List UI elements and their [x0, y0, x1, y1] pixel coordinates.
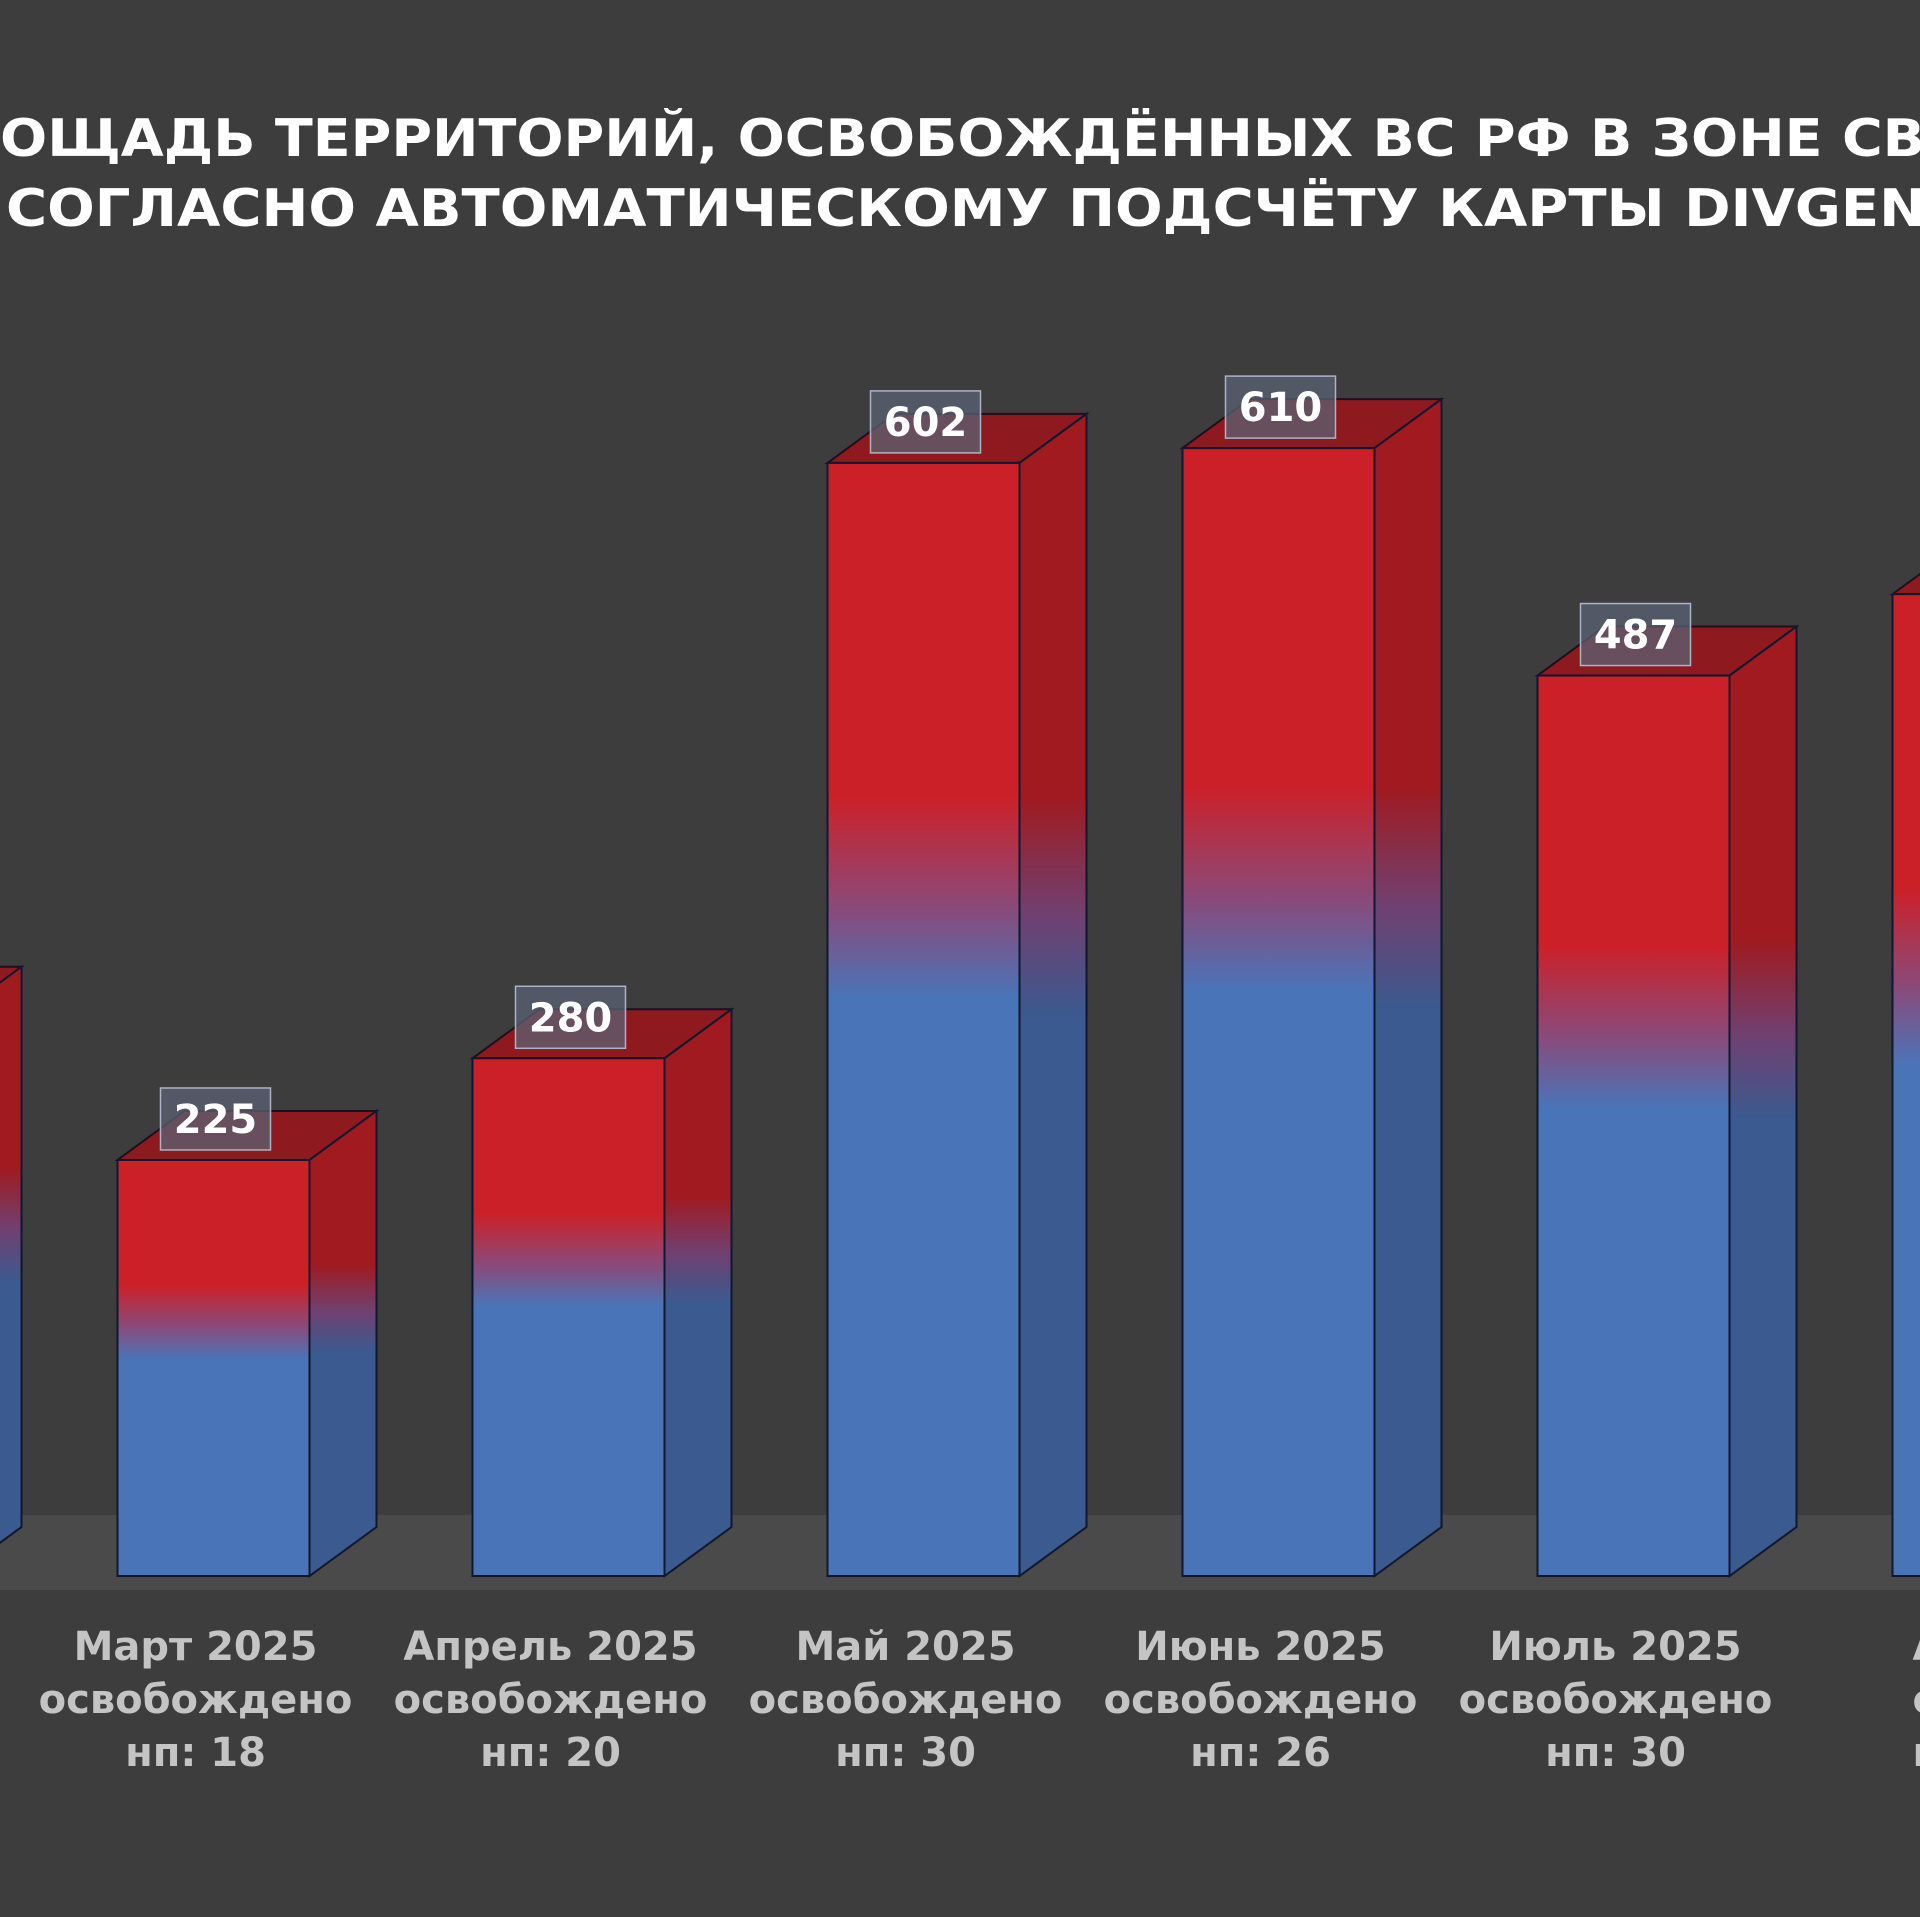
value-label-box: [1224, 375, 1337, 439]
value-label-box: [869, 390, 982, 454]
category-label: Июнь 2025: [1135, 1624, 1386, 1670]
category-label: освобождено: [1104, 1677, 1418, 1723]
value-label: 602: [884, 400, 968, 446]
bar-group: 487 Июль 2025 освобождено нп: 30: [1459, 602, 1800, 1776]
category-label: освобождено: [749, 1677, 1063, 1723]
category-label: осво: [1913, 1677, 1920, 1723]
category-label: освобождено: [39, 1677, 353, 1723]
category-label: нп: 18: [125, 1730, 266, 1776]
bar-group: Авгу осво н: [1889, 572, 1920, 1776]
bar-group: 280 Апрель 2025 освобождено нп: 20: [394, 985, 735, 1776]
category-label: освобождено: [394, 1677, 708, 1723]
value-label-box: [159, 1087, 272, 1151]
bar-side: [1018, 411, 1088, 1578]
bar-side: [663, 1007, 733, 1578]
value-label: 225: [174, 1097, 258, 1143]
value-label: 610: [1239, 385, 1323, 431]
bar: [1891, 593, 1920, 1577]
chart-title-line-1: ОЩАДЬ ТЕРРИТОРИЙ, ОСВОБОЖДЁННЫХ ВС РФ В …: [0, 108, 1920, 169]
category-label: Апрель 2025: [403, 1624, 697, 1670]
bar-side: [1373, 397, 1443, 1578]
value-label-box: [1579, 602, 1692, 667]
bar-group: 225 Март 2025 освобождено нп: 18: [39, 1087, 380, 1776]
category-label: Май 2025: [795, 1624, 1015, 1670]
bar: [1181, 447, 1376, 1577]
bar: [1536, 674, 1731, 1577]
bar-side: [0, 964, 23, 1544]
bar: [826, 461, 1021, 1578]
bar: [116, 1158, 311, 1577]
category-label: н: [1913, 1730, 1920, 1776]
category-label: Авгу: [1913, 1624, 1920, 1670]
bar-group: [0, 964, 25, 1544]
category-label: Март 2025: [74, 1624, 318, 1670]
category-label: нп: 26: [1190, 1730, 1331, 1776]
chart-title-line-2: СОГЛАСНО АВТОМАТИЧЕСКОМУ ПОДСЧЁТУ КАРТЫ …: [6, 178, 1920, 239]
bar-group: 610 Июнь 2025 освобождено нп: 26: [1104, 375, 1445, 1776]
category-label: Июль 2025: [1489, 1624, 1741, 1670]
value-label: 280: [529, 995, 613, 1041]
bar-group: 602 Май 2025 освобождено нп: 30: [749, 390, 1090, 1776]
category-label: освобождено: [1459, 1677, 1773, 1723]
category-label: нп: 20: [480, 1730, 621, 1776]
category-label: нп: 30: [1545, 1730, 1686, 1776]
bar-top: [1889, 572, 1920, 596]
bar-side: [308, 1109, 378, 1578]
bars-group: 225 Март 2025 освобождено нп: 18 280 Апрель 2…: [0, 375, 1920, 1776]
value-label-box: [514, 985, 627, 1050]
value-label: 487: [1594, 613, 1678, 659]
category-label: нп: 30: [835, 1730, 976, 1776]
bar-side: [1728, 624, 1798, 1578]
bar: [471, 1057, 666, 1577]
